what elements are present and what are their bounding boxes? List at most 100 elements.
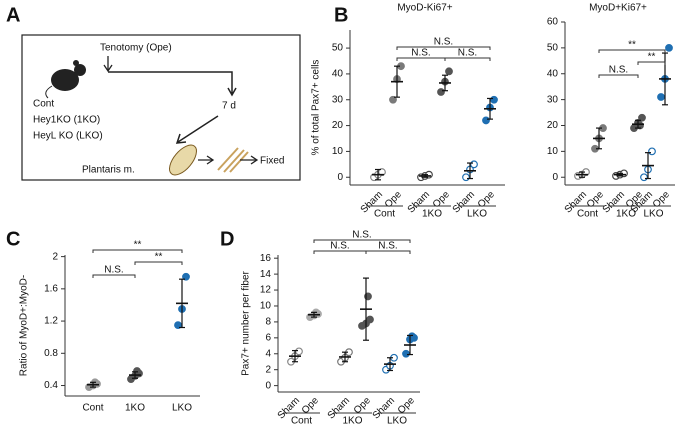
y-tick-label: 1.6 (44, 283, 58, 294)
group-label: 1KO (616, 209, 636, 220)
y-tick-label: 0 (265, 380, 271, 391)
y-tick-label: 30 (332, 94, 344, 105)
y-tick-label: 40 (332, 69, 344, 80)
muscle: Plantaris m. (82, 165, 135, 176)
data-point (665, 43, 673, 52)
significance-bracket (134, 261, 183, 265)
y-tick-label: 10 (547, 146, 559, 157)
significance-bracket (444, 57, 491, 61)
diagram-frame (21, 34, 301, 181)
x-tick-label: 1KO (125, 403, 145, 414)
y-tick-label: 20 (547, 120, 559, 131)
y-tick-label: 6 (265, 332, 271, 343)
x-tick-label: Cont (82, 403, 103, 414)
panel-label: A (6, 4, 20, 26)
data-point (366, 315, 374, 324)
arrow (103, 56, 113, 73)
panel-label: D (220, 228, 234, 250)
significance-label: N.S. (104, 265, 123, 276)
data-point (470, 160, 478, 169)
y-tick-label: 4 (265, 348, 271, 359)
arrow (198, 155, 215, 165)
significance-bracket (92, 274, 136, 278)
group-name: Hey1KO (1KO) (33, 115, 100, 126)
group-label: LKO (467, 209, 487, 220)
y-tick-label: 40 (547, 68, 559, 79)
data-point (638, 113, 646, 122)
x-tick-label: Ope (651, 189, 672, 210)
y-tick-label: 2 (52, 251, 58, 262)
group-label: 1KO (422, 209, 442, 220)
y-tick-label: 0.8 (44, 348, 58, 359)
data-point (462, 173, 470, 182)
data-point (445, 67, 453, 76)
protocol-diagram: Tenotomy (Ope) 7 d Cont Hey1KO (1KO) Hey… (21, 34, 301, 181)
group-name: HeyL KO (LKO) (33, 131, 103, 142)
chart-title: MyoD+Ki67+ (589, 3, 647, 14)
y-tick-label: 0 (337, 172, 343, 183)
y-axis-label: Pax7+ number per fiber (241, 270, 252, 375)
arrow (175, 115, 219, 144)
muscle-icon (169, 144, 197, 176)
group-label: 1KO (342, 416, 362, 427)
x-tick-label: Ope (476, 189, 497, 210)
significance-bracket (637, 61, 666, 65)
chart-title: MyoD-Ki67+ (397, 3, 452, 14)
data-point (182, 272, 190, 281)
data-point (389, 95, 397, 104)
significance-label: N.S. (378, 241, 397, 252)
data-point (640, 173, 648, 182)
data-point (437, 88, 445, 96)
significance-label: N.S. (352, 230, 371, 241)
significance-label: ** (628, 40, 636, 51)
y-tick-label: 10 (260, 301, 272, 312)
y-tick-label: 16 (260, 253, 272, 264)
significance-bracket (598, 49, 666, 53)
y-tick-label: 1.2 (44, 316, 58, 327)
endpoint: Fixed (260, 156, 284, 167)
arrow (240, 155, 259, 165)
significance-label: ** (648, 52, 656, 63)
data-point (490, 95, 498, 104)
arrow (108, 71, 237, 97)
x-tick-label: Ope (431, 189, 452, 210)
procedure: Tenotomy (Ope) (100, 43, 172, 54)
significance-label: N.S. (458, 48, 477, 59)
significance-label: ** (155, 252, 163, 263)
y-tick-label: 60 (547, 17, 559, 28)
x-tick-label: LKO (172, 403, 192, 414)
y-tick-label: 8 (265, 317, 271, 328)
y-tick-label: 14 (260, 269, 272, 280)
group-label: LKO (387, 416, 407, 427)
significance-bracket (365, 250, 411, 254)
significance-bracket (92, 249, 183, 253)
significance-label: ** (134, 240, 142, 251)
panel-label: C (6, 228, 20, 250)
data-point (295, 347, 303, 356)
significance-label: N.S. (609, 65, 628, 76)
fiber-icon (217, 147, 249, 173)
y-tick-label: 0 (552, 172, 558, 183)
panel-label: B (334, 4, 348, 26)
significance-label: N.S. (411, 48, 430, 59)
group-label: Cont (291, 416, 312, 427)
y-tick-label: 50 (332, 43, 344, 54)
significance-bracket (598, 74, 639, 78)
y-tick-label: 12 (260, 285, 272, 296)
group-label: Cont (374, 209, 395, 220)
significance-label: N.S. (330, 241, 349, 252)
significance-bracket (313, 239, 411, 243)
y-tick-label: 10 (332, 146, 344, 157)
group-label: LKO (643, 209, 663, 220)
data-point (482, 116, 490, 125)
y-tick-label: 2 (265, 364, 271, 375)
y-axis-label: % of total Pax7+ cells (311, 60, 322, 156)
group-name: Cont (33, 99, 54, 110)
y-axis-label: Ratio of MyoD+:MyoD- (19, 275, 30, 376)
data-point (648, 147, 656, 156)
significance-label: N.S. (434, 37, 453, 48)
y-tick-label: 50 (547, 43, 559, 54)
y-tick-label: 0.4 (44, 380, 58, 391)
interval: 7 d (222, 101, 236, 112)
